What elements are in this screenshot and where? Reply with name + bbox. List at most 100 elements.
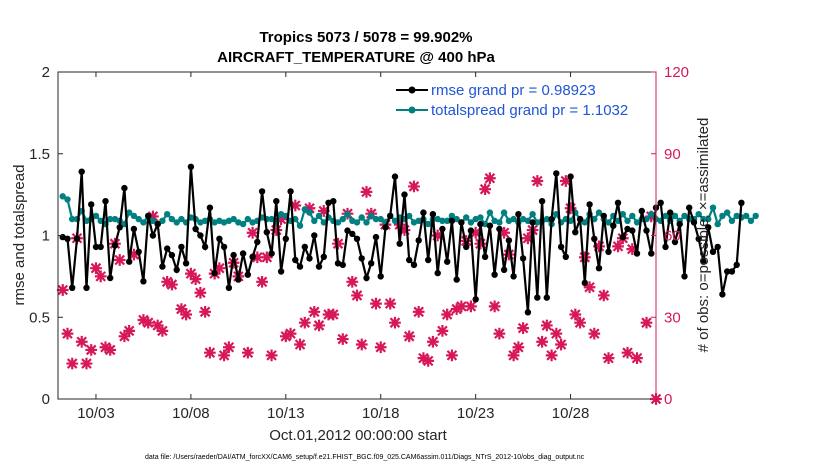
obs-count-marker [417, 352, 430, 364]
obs-count-marker [90, 262, 102, 275]
obs-count-marker [517, 322, 529, 334]
rmse-point [733, 261, 740, 269]
obs-count-marker [631, 352, 643, 364]
obs-count-marker [370, 297, 382, 310]
spread-point [477, 214, 484, 221]
rmse-point [463, 243, 470, 251]
obs-count-marker [317, 205, 330, 217]
obs-count-marker [422, 355, 435, 367]
spread-point [391, 217, 399, 224]
obs-count-marker [61, 327, 74, 340]
rmse-point [396, 240, 403, 247]
spread-point [496, 219, 503, 226]
obs-count-marker [574, 316, 586, 329]
spread-point [719, 212, 726, 220]
rmse-point [595, 265, 603, 272]
spread-point [344, 211, 351, 218]
spread-point [311, 217, 318, 224]
rmse-point [700, 258, 707, 265]
obs-count-marker [332, 237, 344, 250]
obs-count-marker [80, 357, 93, 370]
spread-point [372, 215, 380, 223]
rmse-point [330, 198, 337, 205]
obs-count-marker [555, 338, 567, 351]
obs-count-marker [199, 305, 211, 318]
rmse-point [254, 238, 261, 246]
spread-point [448, 212, 456, 220]
y-tick-label: 0.5 [29, 309, 50, 326]
rmse-point [88, 201, 95, 208]
obs-count-marker [355, 338, 368, 351]
obs-count-marker [204, 346, 216, 359]
rmse-point [377, 273, 384, 280]
obs-count-marker [427, 335, 439, 348]
rmse-point [491, 271, 498, 278]
spread-point [624, 217, 631, 224]
spread-point [619, 211, 626, 218]
rmse-series [59, 163, 745, 316]
obs-count-marker [597, 289, 610, 302]
rmse-point [197, 232, 204, 239]
obs-count-marker [161, 275, 174, 288]
rmse-point [444, 258, 451, 265]
legend-spread-label: totalspread grand pr = 1.1032 [431, 102, 628, 119]
rmse-point [334, 260, 342, 267]
rmse-point [268, 250, 275, 257]
obs-count-marker [564, 202, 577, 215]
obs-count-marker [85, 344, 98, 356]
rmse-point [724, 268, 731, 275]
spread-point [168, 215, 176, 223]
obs-count-marker [270, 224, 283, 236]
rmse-point [591, 235, 598, 242]
rmse-point [301, 243, 308, 251]
spread-point [173, 219, 180, 226]
rmse-point [311, 232, 318, 239]
x-axis: 10/03 10/08 10/13 10/18 10/23 10/28 [77, 72, 589, 422]
rmse-point [410, 261, 418, 269]
spread-point [662, 212, 669, 220]
rmse-point [496, 225, 503, 233]
spread-point [595, 209, 603, 216]
rmse-point [524, 309, 532, 316]
rmse-point [292, 256, 299, 264]
rmse-point [605, 248, 612, 255]
y-tick-label: 1.5 [29, 146, 50, 163]
obs-count-marker [241, 346, 254, 359]
obs-count-marker [313, 319, 325, 332]
obs-count-marker [460, 235, 473, 247]
spread-point [140, 219, 147, 226]
spread-point [320, 219, 327, 226]
spread-point [239, 220, 247, 228]
x-tick-label: 10/28 [552, 405, 590, 422]
obs-count-marker [94, 270, 107, 283]
spread-point [149, 217, 157, 224]
obs-count-marker [374, 341, 387, 354]
spread-point [334, 219, 342, 226]
rmse-point [686, 204, 693, 211]
obs-count-marker [540, 319, 553, 332]
spread-point [244, 215, 251, 223]
obs-count-marker [398, 224, 411, 236]
spread-point [500, 209, 508, 216]
obs-count-marker [612, 240, 624, 253]
rmse-point [448, 217, 456, 224]
rmse-point [69, 284, 76, 291]
rmse-point [728, 268, 736, 275]
rmse-point [239, 250, 247, 257]
spread-point [467, 219, 475, 226]
rmse-point [97, 243, 104, 251]
legend: rmse grand pr = 0.98923 totalspread gran… [392, 78, 654, 124]
rmse-point [576, 215, 584, 223]
obs-count-marker [626, 243, 639, 255]
obs-count-marker [498, 226, 510, 239]
rmse-point [126, 258, 133, 265]
rmse-point [64, 235, 71, 242]
rmse-point [107, 274, 114, 282]
rmse-point [111, 242, 119, 249]
obs-count-marker [578, 251, 591, 264]
rmse-point [401, 191, 408, 198]
obs-count-marker [113, 254, 126, 266]
obs-count-marker [408, 180, 420, 193]
rmse-point [315, 263, 323, 270]
